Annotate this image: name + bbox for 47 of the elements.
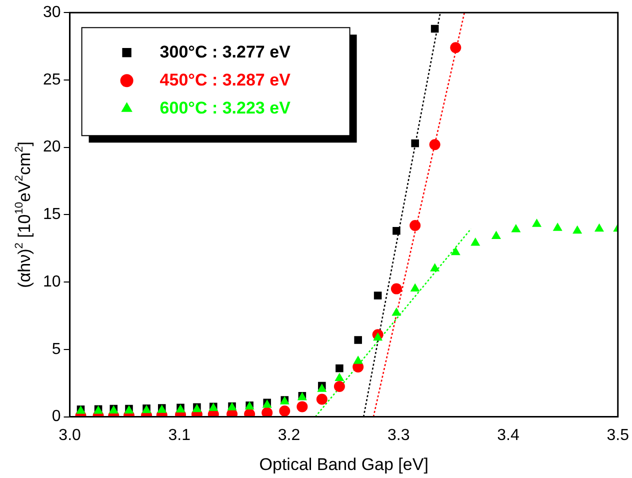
x-tick-label: 3.5 <box>606 426 630 444</box>
legend-label: 300°C : 3.277 eV <box>160 42 292 62</box>
y-tick-label: 0 <box>52 408 61 426</box>
point <box>334 372 344 382</box>
point <box>450 246 460 256</box>
point <box>430 263 440 272</box>
point <box>552 222 562 231</box>
y-tick-label: 30 <box>43 4 61 22</box>
point <box>316 394 328 405</box>
point <box>429 139 440 150</box>
legend-label: 450°C : 3.287 eV <box>160 70 292 90</box>
point <box>410 283 420 292</box>
point <box>491 230 501 240</box>
point <box>430 24 439 33</box>
point <box>353 356 363 364</box>
x-tick-label: 3.1 <box>168 426 191 444</box>
y-tick-label: 10 <box>43 273 61 290</box>
x-tick-label: 3.3 <box>388 426 410 444</box>
point <box>354 336 362 344</box>
point <box>410 220 421 231</box>
point <box>511 224 521 232</box>
legend-label: 600°C : 3.223 eV <box>160 98 292 118</box>
x-tick-label: 3.0 <box>58 426 82 444</box>
x-axis-title: Optical Band Gap [eV] <box>259 455 428 474</box>
y-tick-label: 20 <box>43 138 61 156</box>
point <box>334 380 345 392</box>
point <box>336 364 344 372</box>
point <box>279 406 290 417</box>
point <box>572 225 582 234</box>
point <box>594 223 604 232</box>
y-tick-label: 25 <box>43 71 61 88</box>
point <box>262 407 273 417</box>
text: (αhν)2 [1010eV2cm2] <box>13 142 34 288</box>
point <box>392 308 402 316</box>
point <box>374 292 382 300</box>
x-tick-label: 3.2 <box>278 426 300 444</box>
x-tick-label: 3.4 <box>497 426 520 444</box>
y-tick-label: 5 <box>52 340 61 358</box>
point <box>470 237 480 246</box>
y-tick-label: 15 <box>43 206 61 224</box>
point <box>296 401 308 412</box>
point <box>411 139 419 148</box>
point <box>390 283 402 294</box>
point <box>450 42 462 54</box>
point <box>373 332 383 341</box>
point <box>392 226 400 235</box>
point <box>532 218 542 227</box>
